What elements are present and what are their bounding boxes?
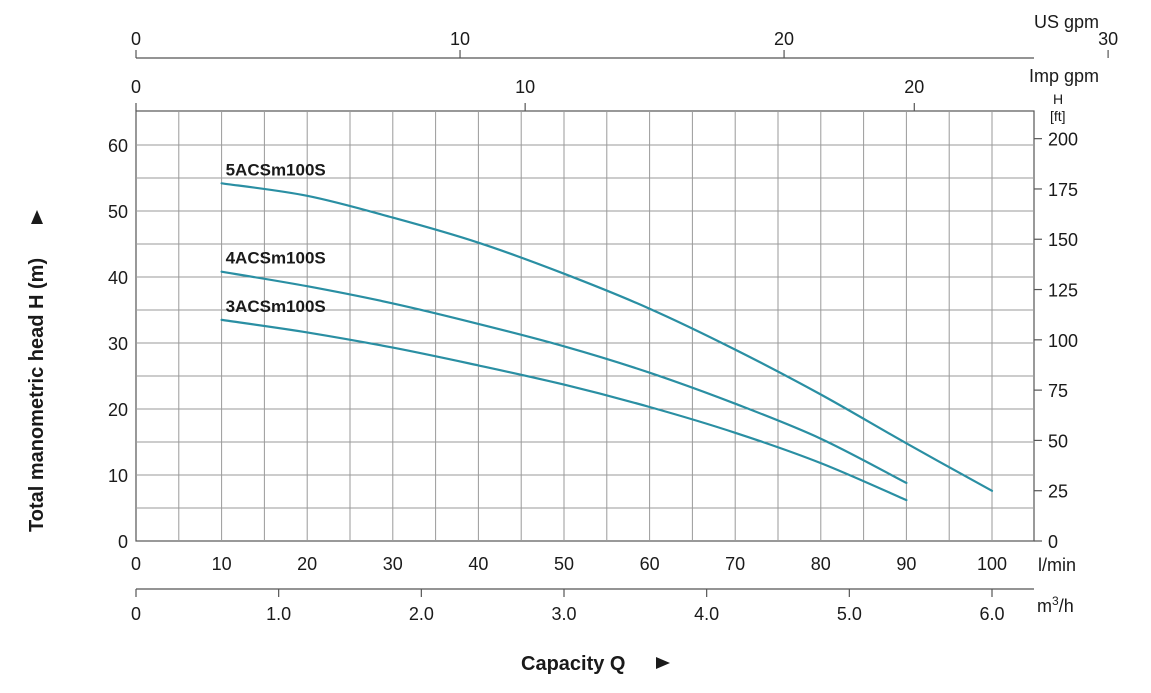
y-tick-label: 60 — [108, 136, 128, 156]
ft-tick-label: 125 — [1048, 281, 1078, 301]
series-label-4acsm100s: 4ACSm100S — [226, 249, 326, 268]
us-gpm-tick-label: 30 — [1098, 29, 1118, 49]
ft-tick-label: 200 — [1048, 130, 1078, 150]
imp-gpm-tick-label: 0 — [131, 77, 141, 97]
ft-tick-label: 100 — [1048, 331, 1078, 351]
series-labels: 5ACSm100S 4ACSm100S 3ACSm100S — [226, 160, 326, 316]
y-tick-label: 40 — [108, 268, 128, 288]
x-tick-label: 80 — [811, 554, 831, 574]
m3h-unit-sup: 3 — [1052, 594, 1059, 608]
x-axis-title: Capacity Q — [521, 653, 625, 675]
x-tick-label: 20 — [297, 554, 317, 574]
ft-tick-label: 150 — [1048, 230, 1078, 250]
x-tick-label: 100 — [977, 554, 1007, 574]
m3h-tick-label: 3.0 — [551, 604, 576, 624]
m3h-tick-label: 5.0 — [837, 604, 862, 624]
series-lines — [220, 182, 994, 502]
y-tick-label: 20 — [108, 400, 128, 420]
x-tick-label: 40 — [468, 554, 488, 574]
us-gpm-tick-label: 10 — [450, 29, 470, 49]
ft-tick-label: 75 — [1048, 381, 1068, 401]
x-tick-label: 10 — [212, 554, 232, 574]
m3h-unit-label: m3/h — [1037, 594, 1074, 616]
us-gpm-tick-label: 0 — [131, 29, 141, 49]
series-line-5acsm100s — [220, 182, 994, 492]
y-axis-title: Total manometric head H (m) — [26, 258, 48, 532]
y-tick-label: 30 — [108, 334, 128, 354]
x-tick-label: 30 — [383, 554, 403, 574]
m3h-tick-label: 1.0 — [266, 604, 291, 624]
us-gpm-tick-label: 20 — [774, 29, 794, 49]
series-label-5acsm100s: 5ACSm100S — [226, 160, 326, 179]
axes — [135, 50, 1109, 597]
y-tick-label: 10 — [108, 466, 128, 486]
y-axis-arrow-icon — [31, 210, 43, 224]
x-tick-label: 50 — [554, 554, 574, 574]
ft-tick-label: 50 — [1048, 431, 1068, 451]
x-tick-label: 70 — [725, 554, 745, 574]
series-label-3acsm100s: 3ACSm100S — [226, 297, 326, 316]
x-unit-label: l/min — [1038, 555, 1076, 575]
m3h-unit-base: m — [1037, 596, 1052, 616]
ft-tick-label: 25 — [1048, 482, 1068, 502]
x-tick-label: 0 — [131, 554, 141, 574]
m3h-unit-after: /h — [1059, 596, 1074, 616]
x-tick-label: 60 — [640, 554, 660, 574]
y-tick-label: 50 — [108, 202, 128, 222]
grid — [135, 110, 1035, 542]
imp-gpm-unit-label: Imp gpm — [1029, 66, 1099, 86]
series-line-4acsm100s — [220, 270, 908, 484]
plot-frame — [135, 110, 1035, 542]
m3h-tick-label: 4.0 — [694, 604, 719, 624]
x-tick-label: 90 — [896, 554, 916, 574]
imp-gpm-tick-label: 20 — [904, 77, 924, 97]
imp-gpm-tick-label: 10 — [515, 77, 535, 97]
x-axis-arrow-icon — [656, 657, 670, 669]
m3h-tick-label: 0 — [131, 604, 141, 624]
series-line-3acsm100s — [220, 318, 908, 502]
ft-unit-bottom: [ft] — [1050, 108, 1066, 124]
us-gpm-unit-label: US gpm — [1034, 12, 1099, 32]
m3h-tick-label: 2.0 — [409, 604, 434, 624]
y-tick-label: 0 — [118, 532, 128, 552]
ft-unit-top: H — [1053, 91, 1063, 107]
m3h-tick-label: 6.0 — [979, 604, 1004, 624]
ft-tick-label: 175 — [1048, 180, 1078, 200]
ft-tick-label: 0 — [1048, 532, 1058, 552]
